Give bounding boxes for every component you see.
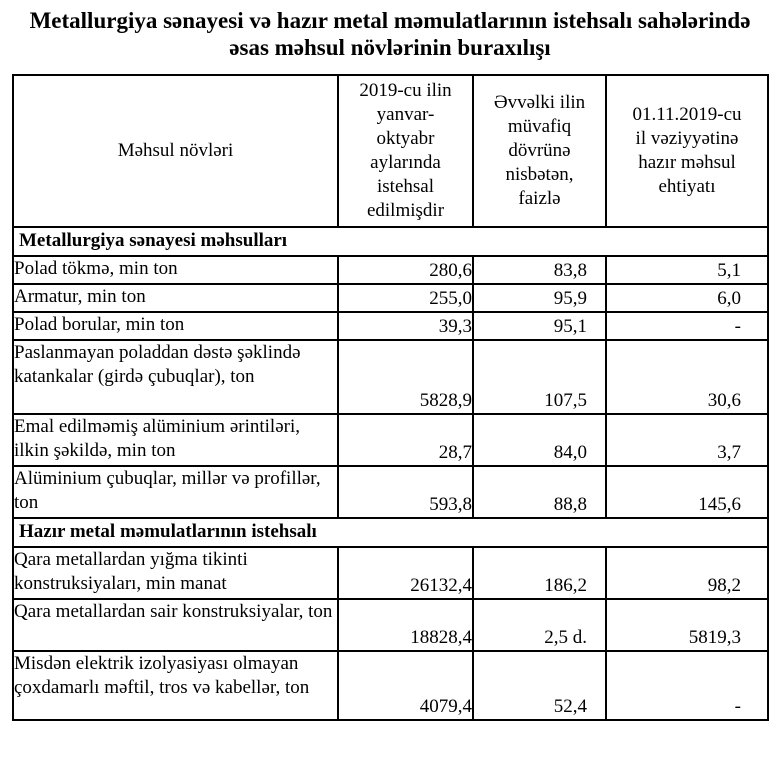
column-header-product-types: Məhsul növləri [12,74,339,228]
header-row: Məhsul növləri 2019-cu ilin yanvar- okty… [12,74,769,228]
column-header-vs-prev-year: Əvvəlki ilin müvafiq dövrünə nisbətən, f… [472,74,607,228]
stock-value: 5,1 [605,255,769,285]
produced-value: 255,0 [337,283,474,313]
vs-prev-value: 88,8 [472,465,607,519]
vs-prev-value: 2,5 d. [472,598,607,652]
table-body: Metallurgiya sənayesi məhsulları Polad t… [12,226,769,721]
vs-prev-value: 186,2 [472,546,607,600]
row-label: Emal edilməmiş alüminium ərintiləri, ilk… [12,413,339,467]
vs-prev-value: 95,9 [472,283,607,313]
table-row: Misdən elektrik izolyasiyası olmayan çox… [12,650,769,721]
table-row: Emal edilməmiş alüminium ərintiləri, ilk… [12,413,769,467]
table-row: Paslanmayan poladdan dəstə şəklində kata… [12,339,769,415]
page: { "title": "Metallurgiya sənayesi və haz… [0,7,780,758]
section-header: Hazır metal məmulatlarının istehsalı [12,517,769,548]
row-label: Qara metallardan sair konstruksiyalar, t… [12,598,339,652]
vs-prev-value: 107,5 [472,339,607,415]
stock-value: 145,6 [605,465,769,519]
table-row: Alüminium çubuqlar, millər və profillər,… [12,465,769,519]
produced-value: 593,8 [337,465,474,519]
table-row: Qara metallardan yığma tikinti konstruks… [12,546,769,600]
production-table: Məhsul növləri 2019-cu ilin yanvar- okty… [12,74,769,721]
produced-value: 26132,4 [337,546,474,600]
row-label: Armatur, min ton [12,283,339,313]
vs-prev-value: 95,1 [472,311,607,341]
produced-value: 4079,4 [337,650,474,721]
table-header: Məhsul növləri 2019-cu ilin yanvar- okty… [12,74,769,228]
produced-value: 280,6 [337,255,474,285]
vs-prev-value: 83,8 [472,255,607,285]
row-label: Paslanmayan poladdan dəstə şəklində kata… [12,339,339,415]
vs-prev-value: 84,0 [472,413,607,467]
table-row: Polad tökmə, min ton 280,6 83,8 5,1 [12,255,769,285]
stock-value: - [605,650,769,721]
section-header: Metallurgiya sənayesi məhsulları [12,226,769,257]
vs-prev-value: 52,4 [472,650,607,721]
produced-value: 28,7 [337,413,474,467]
stock-value: 3,7 [605,413,769,467]
row-label: Misdən elektrik izolyasiyası olmayan çox… [12,650,339,721]
table-row: Qara metallardan sair konstruksiyalar, t… [12,598,769,652]
table-row: Armatur, min ton 255,0 95,9 6,0 [12,283,769,313]
table-row: Polad borular, min ton 39,3 95,1 - [12,311,769,341]
produced-value: 39,3 [337,311,474,341]
produced-value: 5828,9 [337,339,474,415]
row-label: Qara metallardan yığma tikinti konstruks… [12,546,339,600]
row-label: Alüminium çubuqlar, millər və profillər,… [12,465,339,519]
produced-value: 18828,4 [337,598,474,652]
stock-value: 30,6 [605,339,769,415]
column-header-stock: 01.11.2019-cu il vəziyyətinə hazır məhsu… [605,74,769,228]
row-label: Polad tökmə, min ton [12,255,339,285]
section-row-metallurgy: Metallurgiya sənayesi məhsulları [12,226,769,257]
stock-value: 5819,3 [605,598,769,652]
page-title: Metallurgiya sənayesi və hazır metal məm… [29,8,751,60]
column-header-produced: 2019-cu ilin yanvar- oktyabr aylarında i… [337,74,474,228]
stock-value: 6,0 [605,283,769,313]
row-label: Polad borular, min ton [12,311,339,341]
stock-value: 98,2 [605,546,769,600]
stock-value: - [605,311,769,341]
section-row-finished-metal: Hazır metal məmulatlarının istehsalı [12,517,769,548]
